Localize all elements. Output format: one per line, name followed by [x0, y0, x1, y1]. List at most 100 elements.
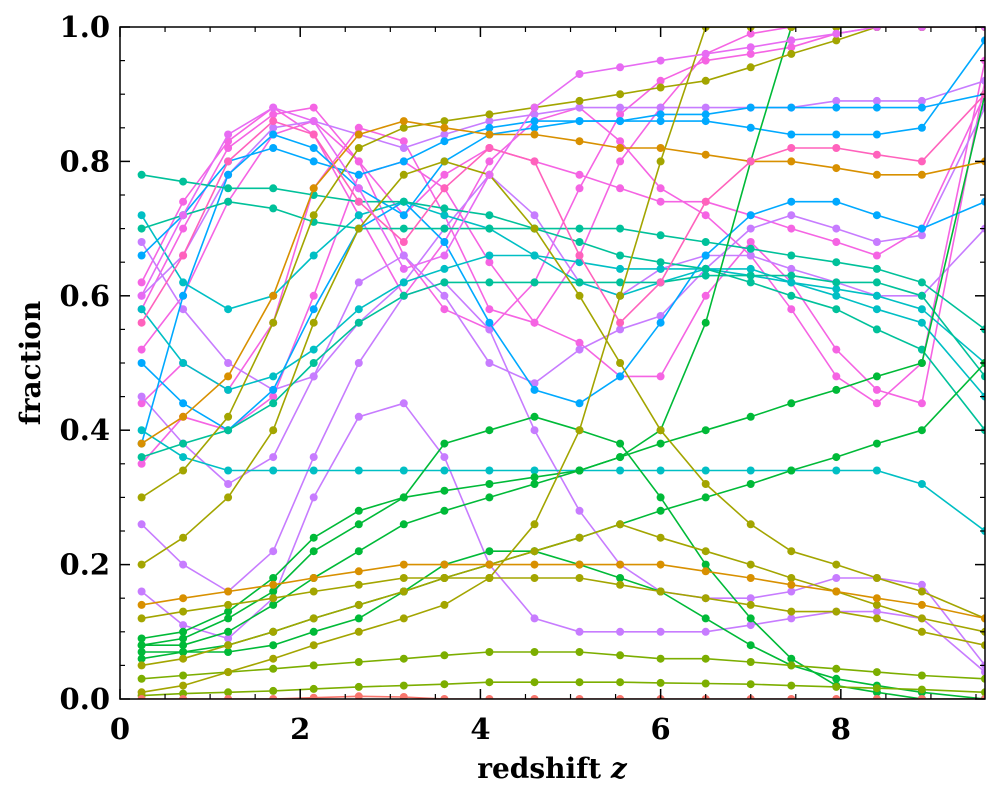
series-line	[140, 27, 985, 297]
data-point	[832, 345, 841, 354]
data-point	[701, 594, 710, 603]
data-point	[981, 668, 985, 677]
data-point	[616, 678, 625, 687]
data-point	[179, 224, 188, 233]
series-line	[140, 200, 985, 398]
data-point	[269, 664, 278, 673]
data-point	[746, 520, 755, 529]
data-point	[309, 291, 318, 300]
data-point	[137, 695, 146, 699]
data-point	[917, 695, 926, 699]
data-point	[309, 493, 318, 502]
data-point	[872, 130, 881, 139]
data-point	[575, 278, 584, 287]
data-point	[746, 680, 755, 689]
data-point	[530, 412, 539, 421]
data-point	[787, 130, 796, 139]
series-line	[141, 200, 985, 331]
data-point	[399, 493, 408, 502]
data-point	[269, 587, 278, 596]
data-point	[530, 574, 539, 582]
series-line	[141, 174, 985, 431]
data-point	[575, 648, 584, 656]
data-point	[269, 204, 278, 213]
y-tick-label: 1.0	[60, 10, 110, 44]
data-point	[179, 453, 188, 462]
data-point	[917, 305, 926, 314]
y-tick-label: 0.4	[60, 413, 110, 447]
data-point	[354, 520, 363, 529]
data-point	[787, 607, 796, 616]
data-point	[179, 399, 188, 408]
data-point	[832, 164, 841, 173]
data-point	[530, 103, 539, 112]
x-axis-label: redshift z	[477, 752, 628, 785]
data-point	[746, 29, 755, 38]
data-point	[399, 117, 408, 126]
data-point	[179, 533, 188, 542]
data-point	[787, 264, 796, 273]
data-point	[917, 318, 926, 327]
series-4	[137, 56, 985, 408]
data-point	[179, 305, 188, 314]
series-line	[141, 27, 985, 404]
data-point	[656, 312, 665, 320]
series-line	[141, 402, 985, 673]
data-point	[575, 338, 584, 347]
data-point	[309, 359, 318, 367]
data-point	[485, 466, 494, 475]
data-point	[701, 49, 710, 58]
data-point	[269, 385, 278, 394]
data-point	[485, 493, 494, 502]
data-point	[832, 574, 841, 582]
data-point	[354, 658, 363, 666]
series-25	[137, 648, 985, 683]
data-point	[656, 231, 665, 240]
data-point	[137, 654, 146, 663]
data-point	[575, 345, 584, 354]
series-18	[137, 197, 985, 334]
x-tick-label: 4	[470, 712, 490, 746]
data-point	[224, 197, 233, 206]
data-point	[137, 392, 146, 401]
data-point	[616, 651, 625, 660]
data-point	[701, 627, 710, 636]
data-point	[656, 426, 665, 435]
data-point	[530, 614, 539, 623]
data-point	[981, 641, 985, 650]
data-point	[224, 614, 233, 623]
series-line	[141, 274, 985, 458]
data-point	[485, 170, 494, 179]
data-point	[530, 480, 539, 488]
data-point	[399, 466, 408, 475]
series-line	[141, 39, 985, 257]
data-point	[917, 627, 926, 636]
series-12	[137, 197, 985, 435]
data-point	[917, 614, 926, 623]
series-line	[140, 93, 985, 351]
series-36	[137, 692, 985, 699]
data-point	[701, 567, 710, 576]
data-point	[981, 76, 985, 85]
data-point	[440, 680, 449, 689]
data-point	[575, 627, 584, 636]
data-point	[224, 695, 233, 699]
y-tick-label: 0.6	[60, 279, 110, 313]
series-29	[137, 520, 985, 670]
data-point	[787, 291, 796, 300]
data-point	[137, 648, 146, 656]
data-point	[917, 123, 926, 132]
data-point	[575, 117, 584, 126]
data-point	[787, 305, 796, 314]
data-point	[746, 63, 755, 72]
data-point	[656, 678, 665, 687]
data-point	[354, 157, 363, 166]
data-point	[399, 654, 408, 663]
data-point	[530, 157, 539, 166]
data-point	[399, 197, 408, 206]
data-point	[656, 76, 665, 85]
data-point	[309, 684, 318, 693]
data-point	[399, 278, 408, 287]
data-point	[309, 345, 318, 354]
